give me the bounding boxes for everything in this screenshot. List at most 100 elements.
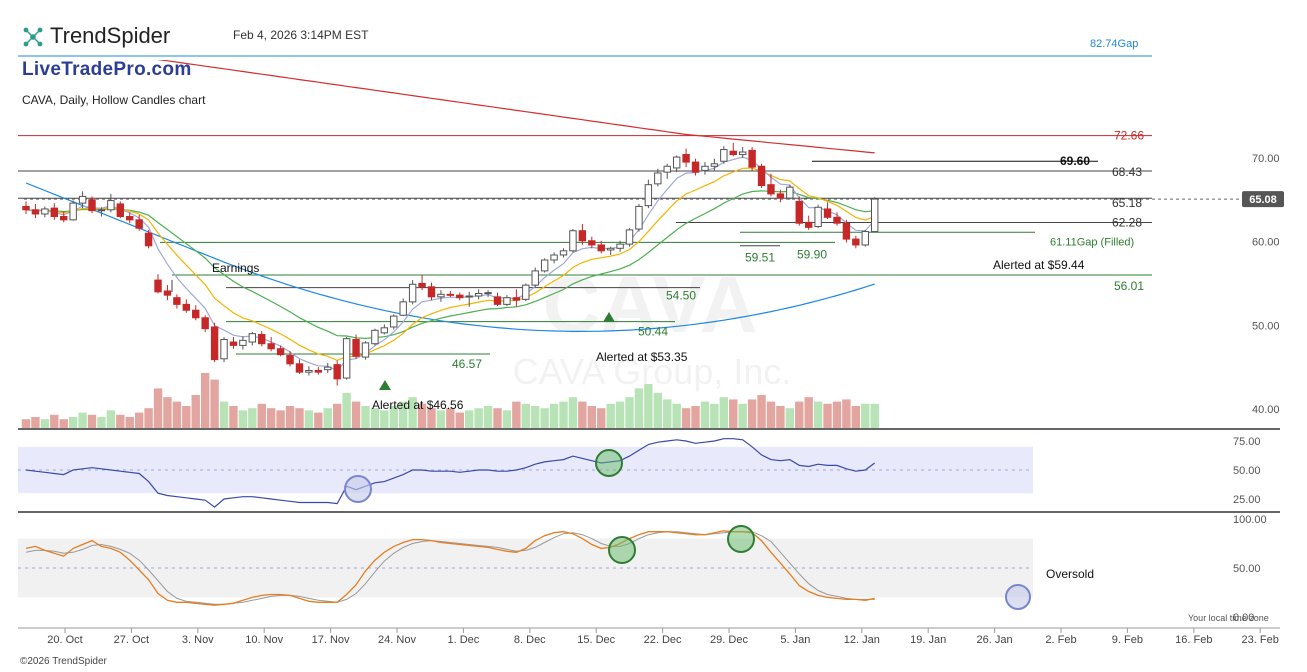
candle-body <box>97 209 106 212</box>
annotations: 72.66 69.60 68.43 65.18 62.28 61.11Gap (Fille… <box>171 129 1144 412</box>
date-tick-label: 17. Nov <box>312 634 350 646</box>
volume-bar <box>512 401 521 428</box>
volume-bar <box>314 412 323 428</box>
candle-body <box>295 363 304 373</box>
volume-bar <box>851 406 861 428</box>
candle-body <box>342 338 351 379</box>
volume-bar <box>634 388 644 428</box>
volume-bar <box>672 403 681 428</box>
candle-body <box>361 342 370 358</box>
candle-body <box>710 163 719 167</box>
candle-body <box>606 247 615 251</box>
candle-body <box>371 329 379 345</box>
volume-bar <box>97 417 106 428</box>
candle-body <box>550 254 558 261</box>
candle-body <box>531 270 539 286</box>
candle-body <box>644 184 653 207</box>
candle-body <box>569 230 577 252</box>
rsi-line <box>25 438 876 508</box>
level-label-46-57: 46.57 <box>452 357 482 371</box>
sma200-line <box>157 60 875 154</box>
candle-body <box>512 297 521 301</box>
volume-bar <box>813 401 823 428</box>
candle-body <box>78 195 87 204</box>
volume-bar <box>229 406 238 428</box>
volume-bar <box>804 397 813 428</box>
volume-bar <box>125 417 134 428</box>
candle-body <box>229 341 238 346</box>
candle-body <box>871 198 879 233</box>
stoch-signal-circle <box>727 525 755 553</box>
candle-body <box>738 151 747 156</box>
stoch-tick-label: 50.00 <box>1233 563 1261 575</box>
candle-body <box>408 283 417 303</box>
price-tick-label: 50.00 <box>1252 320 1280 332</box>
candle-body <box>559 250 568 256</box>
candle-body <box>540 259 549 272</box>
level-label-59-51: 59.51 <box>745 251 775 265</box>
candle-body <box>201 317 209 330</box>
volume-bar <box>163 397 172 428</box>
candle-body <box>701 165 709 171</box>
volume-bar <box>719 397 729 428</box>
volume-bar <box>370 408 380 428</box>
last-price-label: 65.08 <box>1249 194 1277 206</box>
volume-bar <box>21 419 31 428</box>
date-tick-label: 10. Nov <box>245 634 283 646</box>
candle-body <box>767 184 775 195</box>
volume-bar <box>87 414 97 428</box>
date-tick-label: 5. Jan <box>780 634 810 646</box>
candle-body <box>333 364 341 380</box>
support-resistance-levels <box>18 135 1280 355</box>
volume-bar <box>861 403 870 428</box>
candle-body <box>786 186 794 199</box>
volume-bar <box>399 401 408 428</box>
candle-body <box>220 339 228 360</box>
date-tick-label: 27. Oct <box>114 634 149 646</box>
stoch-tick-label: 100.00 <box>1233 514 1267 526</box>
candle-body <box>729 150 737 156</box>
candle-body <box>522 284 530 300</box>
stoch-tick-label: 0.00 <box>1233 612 1254 624</box>
volume-bar <box>191 395 200 428</box>
candle-body <box>286 354 294 365</box>
level-label-62-28: 62.28 <box>1112 216 1142 230</box>
stoch-signal-circle <box>608 536 636 564</box>
volume-bar <box>842 399 851 428</box>
volume-bar <box>578 401 587 428</box>
volume-bar <box>710 403 719 428</box>
candle-body <box>390 315 398 328</box>
candle-body <box>578 230 587 242</box>
volume-bar <box>116 414 125 428</box>
volume-bar <box>238 410 248 428</box>
volume-bar <box>295 408 304 428</box>
candle-body <box>616 243 624 249</box>
candle-body <box>720 149 728 162</box>
volume-bar <box>568 397 578 428</box>
last-price-tag <box>1242 191 1284 208</box>
candle-body <box>654 172 662 185</box>
level-label-56-01: 56.01 <box>1114 279 1144 293</box>
price-tick-label: 40.00 <box>1252 404 1280 416</box>
date-tick-label: 24. Nov <box>378 634 416 646</box>
volume-bar <box>248 408 257 428</box>
volume-bar <box>738 403 747 428</box>
local-time-label: Your local time zone <box>1188 613 1269 623</box>
candle-body <box>107 200 115 211</box>
candle-body <box>672 156 681 169</box>
volume-bar <box>78 412 87 428</box>
volume-bar <box>285 406 295 428</box>
chart-subtitle: CAVA, Daily, Hollow Candles chart <box>22 93 206 107</box>
livetradepro-watermark: LiveTradePro.com <box>22 59 192 80</box>
gap-82-value: 82.74 <box>1090 38 1118 50</box>
level-label-68-43: 68.43 <box>1112 165 1142 179</box>
volume-bar <box>106 410 116 428</box>
candle-body <box>399 301 407 316</box>
date-tick-label: 22. Dec <box>644 634 682 646</box>
candle-body <box>663 165 671 173</box>
brand-name: TrendSpider <box>50 23 171 48</box>
level-label-50-44: 50.44 <box>638 325 668 339</box>
volume-bar <box>351 401 361 428</box>
volume-bar <box>446 408 455 428</box>
